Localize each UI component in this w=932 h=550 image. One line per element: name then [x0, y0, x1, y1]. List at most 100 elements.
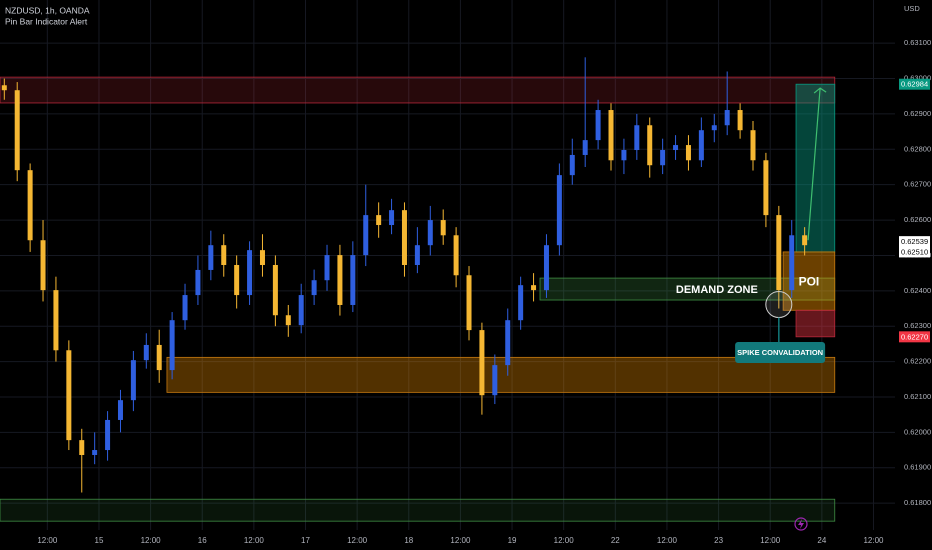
price-tag: [899, 236, 930, 248]
candle-body: [350, 255, 356, 305]
zone: [166, 356, 836, 393]
candle-body: [737, 110, 743, 131]
price-tag-label: 0.62539: [901, 237, 928, 246]
candle-body: [311, 280, 317, 296]
candle-body: [208, 245, 214, 270]
candle-body: [92, 450, 98, 455]
x-tick-label: 18: [404, 536, 413, 545]
icon-bolt: [798, 519, 804, 529]
y-tick-label: 0.62400: [904, 286, 931, 295]
spike-label: SPIKE CONVALIDATION: [737, 348, 823, 357]
candle-body: [724, 110, 730, 126]
candle-body: [143, 344, 149, 361]
candle-body: [363, 215, 369, 256]
x-tick-label: 24: [817, 536, 826, 545]
x-tick-label: 12:00: [863, 536, 884, 545]
candle-body: [195, 269, 201, 296]
zone: [795, 309, 836, 338]
candle-body: [582, 140, 588, 155]
candle-body: [698, 130, 704, 161]
candle-body: [505, 320, 511, 366]
candle-body: [324, 255, 330, 281]
y-tick-label: 0.62300: [904, 321, 931, 330]
plot-area: DEMAND ZONE POI SPIKE CONVALIDATION: [0, 0, 895, 530]
zone: [0, 498, 836, 522]
candle-body: [169, 320, 175, 371]
candle-body: [1, 85, 7, 91]
candle-body: [401, 210, 407, 265]
candle-body: [182, 295, 188, 321]
zone: [795, 83, 836, 253]
x-tick-label: 12:00: [37, 536, 58, 545]
x-tick-label: 16: [198, 536, 207, 545]
price-tag-label: 0.62510: [901, 247, 928, 256]
y-tick-label: 0.62900: [904, 109, 931, 118]
x-tick-label: 12:00: [141, 536, 162, 545]
candle-body: [105, 419, 111, 451]
candle-body: [14, 90, 20, 171]
candle-body: [453, 235, 459, 276]
candle-body: [595, 110, 601, 141]
x-tick-label: 12:00: [554, 536, 575, 545]
x-tick-label: 12:00: [450, 536, 471, 545]
candle-body: [440, 220, 446, 236]
candle-body: [427, 220, 433, 246]
candle-body: [802, 235, 808, 246]
zone-label: DEMAND ZONE: [676, 284, 758, 296]
candle-body: [337, 255, 343, 305]
candle-body: [776, 215, 782, 291]
candle-body: [479, 330, 485, 396]
candle-body: [221, 245, 227, 265]
candle-body: [543, 245, 549, 291]
candle-body: [53, 290, 59, 351]
candle-body: [156, 344, 162, 371]
candle-body: [621, 150, 627, 161]
price-tag-label: 0.62984: [901, 80, 928, 89]
x-tick-label: 17: [301, 536, 310, 545]
target-arrow: [807, 88, 821, 241]
zone-label: POI: [799, 274, 820, 288]
candle-body: [750, 130, 756, 161]
candle-body: [466, 275, 472, 331]
candle-body: [130, 360, 136, 401]
candle-body: [556, 175, 562, 246]
x-tick-label: 23: [714, 536, 723, 545]
candle-body: [79, 440, 85, 455]
y-tick-label: 0.63100: [904, 38, 931, 47]
price-tag: [899, 331, 930, 343]
y-tick-label: 0.62600: [904, 215, 931, 224]
candle-body: [376, 215, 382, 226]
candle-body: [685, 145, 691, 161]
spike-circle: [765, 291, 793, 319]
candle-body: [531, 285, 537, 291]
y-tick-label: 0.62700: [904, 180, 931, 189]
candle-body: [789, 235, 795, 291]
y-tick-label: 0.61900: [904, 463, 931, 472]
currency-label: USD: [904, 4, 920, 13]
zone: [0, 76, 836, 104]
y-tick-label: 0.62100: [904, 392, 931, 401]
candle-body: [660, 150, 666, 166]
chart-title: NZDUSD, 1h, OANDA: [5, 5, 90, 15]
y-tick-label: 0.62200: [904, 357, 931, 366]
candle-body: [711, 125, 717, 131]
candle-body: [634, 125, 640, 151]
candle-body: [234, 265, 240, 296]
candle-body: [763, 160, 769, 216]
y-tick-label: 0.61800: [904, 498, 931, 507]
candle-body: [569, 154, 575, 176]
candle-body: [647, 125, 653, 166]
candle-body: [285, 315, 291, 326]
candle-body: [247, 250, 253, 296]
replay-icon[interactable]: [794, 517, 808, 531]
candle-body: [27, 170, 33, 241]
y-tick-label: 0.62800: [904, 144, 931, 153]
icon-circle: [794, 517, 808, 531]
arrow-head: [813, 87, 827, 94]
candle-body: [492, 365, 498, 396]
candle-body: [389, 210, 395, 226]
price-tag: [899, 246, 930, 258]
candle-body: [66, 350, 72, 441]
spike-label-box: [735, 342, 826, 364]
